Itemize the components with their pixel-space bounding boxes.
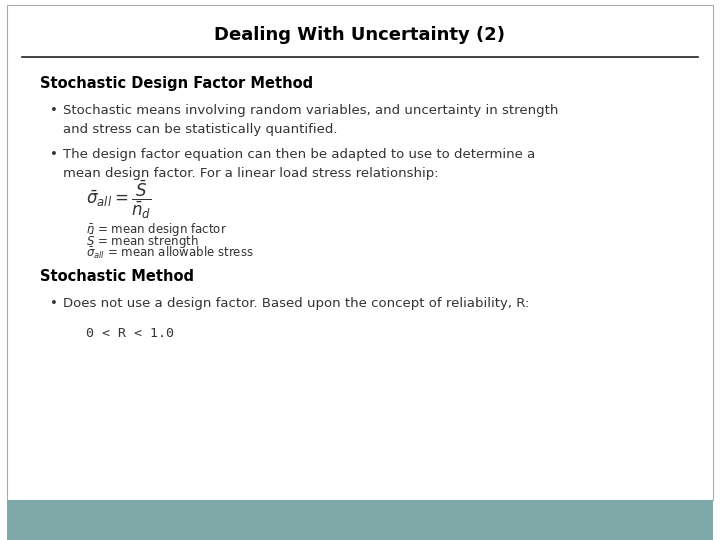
Text: The design factor equation can then be adapted to use to determine a: The design factor equation can then be a… xyxy=(63,148,536,161)
Text: •: • xyxy=(50,297,58,310)
Text: $\bar{\sigma}_{all} = \dfrac{\bar{S}}{\bar{n}_d}$: $\bar{\sigma}_{all} = \dfrac{\bar{S}}{\b… xyxy=(86,179,152,221)
Text: 0 < R < 1.0: 0 < R < 1.0 xyxy=(86,327,174,340)
Text: $\bar{\sigma}_{all}$ = mean allowable stress: $\bar{\sigma}_{all}$ = mean allowable st… xyxy=(86,245,254,261)
Text: $\bar{S}$ = mean strength: $\bar{S}$ = mean strength xyxy=(86,232,199,251)
Text: Stochastic means involving random variables, and uncertainty in strength: Stochastic means involving random variab… xyxy=(63,104,559,117)
Text: •: • xyxy=(50,104,58,117)
Text: Does not use a design factor. Based upon the concept of reliability, R:: Does not use a design factor. Based upon… xyxy=(63,297,530,310)
Text: Stochastic Design Factor Method: Stochastic Design Factor Method xyxy=(40,76,312,91)
Text: mean design factor. For a linear load stress relationship:: mean design factor. For a linear load st… xyxy=(63,167,439,180)
Text: Dealing With Uncertainty (2): Dealing With Uncertainty (2) xyxy=(215,26,505,44)
Text: •: • xyxy=(50,148,58,161)
Text: $\bar{n}$ = mean design factor: $\bar{n}$ = mean design factor xyxy=(86,221,228,238)
Bar xyxy=(7,500,713,540)
Text: Stochastic Method: Stochastic Method xyxy=(40,269,194,284)
Text: and stress can be statistically quantified.: and stress can be statistically quantifi… xyxy=(63,123,338,136)
